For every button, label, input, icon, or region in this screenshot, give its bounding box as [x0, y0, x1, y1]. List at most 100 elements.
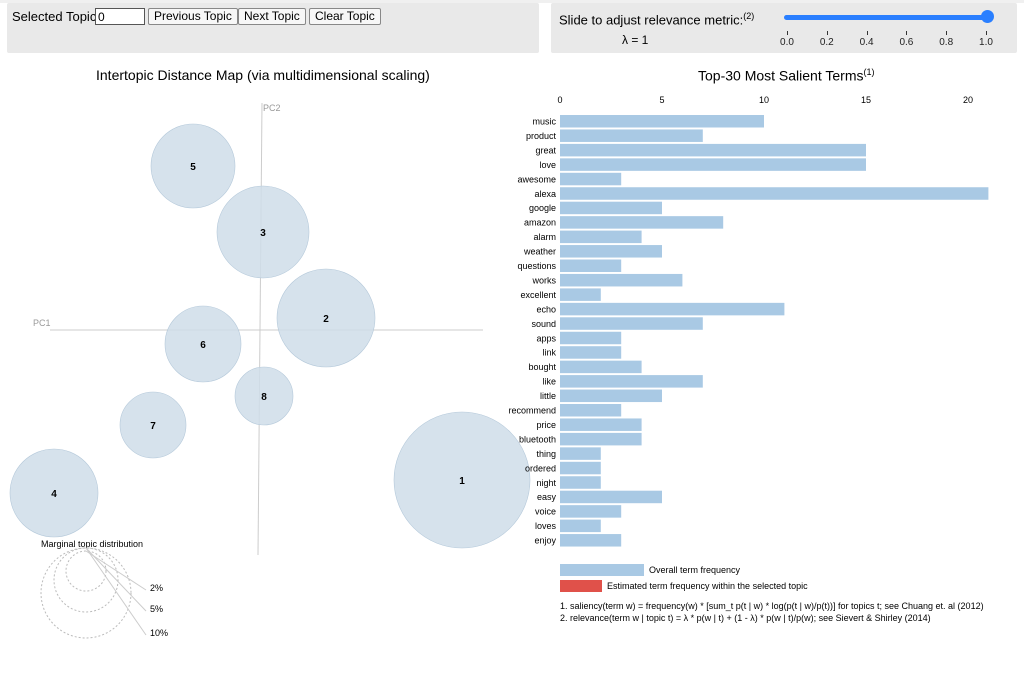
term-bar-alarm[interactable]: [560, 230, 642, 244]
footnote-relevance: 2. relevance(term w | topic t) = λ * p(w…: [560, 613, 931, 623]
term-label-amazon[interactable]: amazon: [524, 218, 556, 228]
term-label-thing[interactable]: thing: [536, 449, 556, 459]
previous-topic-button[interactable]: Previous Topic: [148, 8, 238, 25]
term-label-works[interactable]: works: [531, 275, 556, 285]
selected-topic-input[interactable]: [95, 8, 145, 25]
clear-topic-button[interactable]: Clear Topic: [309, 8, 381, 25]
term-label-bought[interactable]: bought: [528, 362, 556, 372]
slider-tick-label: 0.6: [899, 37, 914, 48]
term-label-weather[interactable]: weather: [523, 247, 556, 257]
term-label-product[interactable]: product: [526, 131, 557, 141]
pc1-label: PC1: [33, 318, 51, 328]
axis-tick-label: 5: [659, 95, 664, 105]
map-title: Intertopic Distance Map (via multidimens…: [96, 67, 430, 83]
term-label-google[interactable]: google: [529, 203, 556, 213]
bar-axis: 0 5 10 15 20: [557, 95, 973, 105]
marginal-guide-small: [85, 550, 147, 591]
term-bar-echo[interactable]: [560, 302, 785, 316]
term-bar-price[interactable]: [560, 418, 642, 431]
pc2-axis: [257, 102, 263, 556]
term-label-sound[interactable]: sound: [531, 319, 556, 329]
term-bar-little[interactable]: [560, 389, 662, 403]
term-label-apps[interactable]: apps: [536, 333, 556, 343]
term-bar-product[interactable]: [560, 129, 703, 142]
term-label-music[interactable]: music: [532, 117, 556, 127]
topic-circle-5[interactable]: [150, 123, 236, 209]
term-bar-amazon[interactable]: [560, 216, 724, 229]
marginal-label-10: 10%: [150, 628, 168, 638]
term-label-little[interactable]: little: [540, 391, 556, 401]
lambda-value: λ = 1: [622, 33, 649, 47]
term-bar-sound[interactable]: [560, 317, 703, 330]
topic-circle-8[interactable]: [234, 366, 294, 426]
topic-circle-4[interactable]: [9, 448, 99, 538]
slider-tick-mark: [866, 31, 868, 35]
term-bar-alexa[interactable]: [560, 187, 989, 200]
term-label-bluetooth[interactable]: bluetooth: [519, 434, 556, 444]
term-bar-love[interactable]: [560, 158, 866, 171]
term-label-love[interactable]: love: [539, 160, 556, 170]
term-label-easy[interactable]: easy: [537, 492, 557, 502]
term-label-great[interactable]: great: [535, 145, 556, 155]
topic-circle-2[interactable]: [276, 268, 376, 368]
topic-label-3: 3: [260, 228, 266, 239]
slider-tick-mark: [787, 31, 788, 35]
term-bar-recommend[interactable]: [560, 404, 622, 417]
term-bar-link[interactable]: [560, 346, 622, 359]
term-label-ordered[interactable]: ordered: [525, 463, 556, 473]
term-bar-easy[interactable]: [560, 490, 662, 504]
term-bar-music[interactable]: [560, 115, 764, 128]
term-bar-ordered[interactable]: [560, 461, 601, 475]
term-label-enjoy[interactable]: enjoy: [534, 536, 556, 546]
slider-track[interactable]: [784, 15, 989, 20]
term-bar-thing[interactable]: [560, 447, 601, 460]
marginal-circle-medium: [53, 547, 119, 613]
topic-circle-6[interactable]: [164, 305, 242, 383]
term-bar-like[interactable]: [560, 375, 703, 388]
term-bar-awesome[interactable]: [560, 172, 622, 186]
term-bar-questions[interactable]: [560, 259, 622, 273]
term-bar-works[interactable]: [560, 273, 683, 287]
footnote-saliency: 1. saliency(term w) = frequency(w) * [su…: [560, 601, 984, 611]
term-bar-voice[interactable]: [560, 505, 622, 518]
term-label-link[interactable]: link: [542, 348, 556, 358]
term-label-night[interactable]: night: [536, 478, 556, 488]
legend-overall-swatch: [560, 564, 644, 576]
term-label-loves[interactable]: loves: [535, 521, 557, 531]
term-label-echo[interactable]: echo: [536, 304, 556, 314]
bar-rows: music product great love awesome alexa google a…: [508, 115, 989, 547]
term-bar-weather[interactable]: [560, 245, 662, 258]
topic-circle-7[interactable]: [119, 391, 187, 459]
term-label-alexa[interactable]: alexa: [534, 189, 556, 199]
term-label-alarm[interactable]: alarm: [533, 232, 556, 242]
term-label-like[interactable]: like: [542, 377, 556, 387]
slider-label: Slide to adjust relevance metric:(2): [559, 11, 755, 28]
next-topic-button[interactable]: Next Topic: [238, 8, 306, 25]
term-label-recommend[interactable]: recommend: [508, 406, 556, 416]
term-bar-bluetooth[interactable]: [560, 432, 642, 446]
bars-title-footnote: (1): [863, 67, 875, 77]
term-bar-apps[interactable]: [560, 331, 622, 345]
term-bar-night[interactable]: [560, 476, 601, 489]
term-bar-great[interactable]: [560, 143, 866, 157]
slider-thumb[interactable]: [981, 10, 994, 23]
axis-tick-label: 10: [759, 95, 769, 105]
salient-terms-chart: 0 5 10 15 20 music product great love awesome ale…: [508, 95, 989, 623]
topic-circles: 1 2 3 4 5 6 7 8: [9, 123, 531, 549]
term-label-excellent[interactable]: excellent: [520, 290, 556, 300]
term-bar-loves[interactable]: [560, 519, 601, 533]
term-bar-excellent[interactable]: [560, 288, 601, 301]
term-label-questions[interactable]: questions: [517, 261, 556, 271]
term-label-awesome[interactable]: awesome: [517, 174, 556, 184]
term-bar-enjoy[interactable]: [560, 534, 622, 547]
legend-overall-label: Overall term frequency: [649, 565, 741, 575]
term-bar-bought[interactable]: [560, 360, 642, 374]
marginal-legend: 2% 5% 10%: [40, 547, 168, 639]
legend-estimated-label: Estimated term frequency within the sele…: [607, 581, 808, 591]
topic-circle-1[interactable]: [393, 411, 531, 549]
term-bar-google[interactable]: [560, 201, 662, 215]
term-label-voice[interactable]: voice: [535, 507, 556, 517]
topic-circle-3[interactable]: [216, 185, 310, 279]
term-label-price[interactable]: price: [536, 420, 556, 430]
slider-footnote: (2): [743, 11, 755, 21]
